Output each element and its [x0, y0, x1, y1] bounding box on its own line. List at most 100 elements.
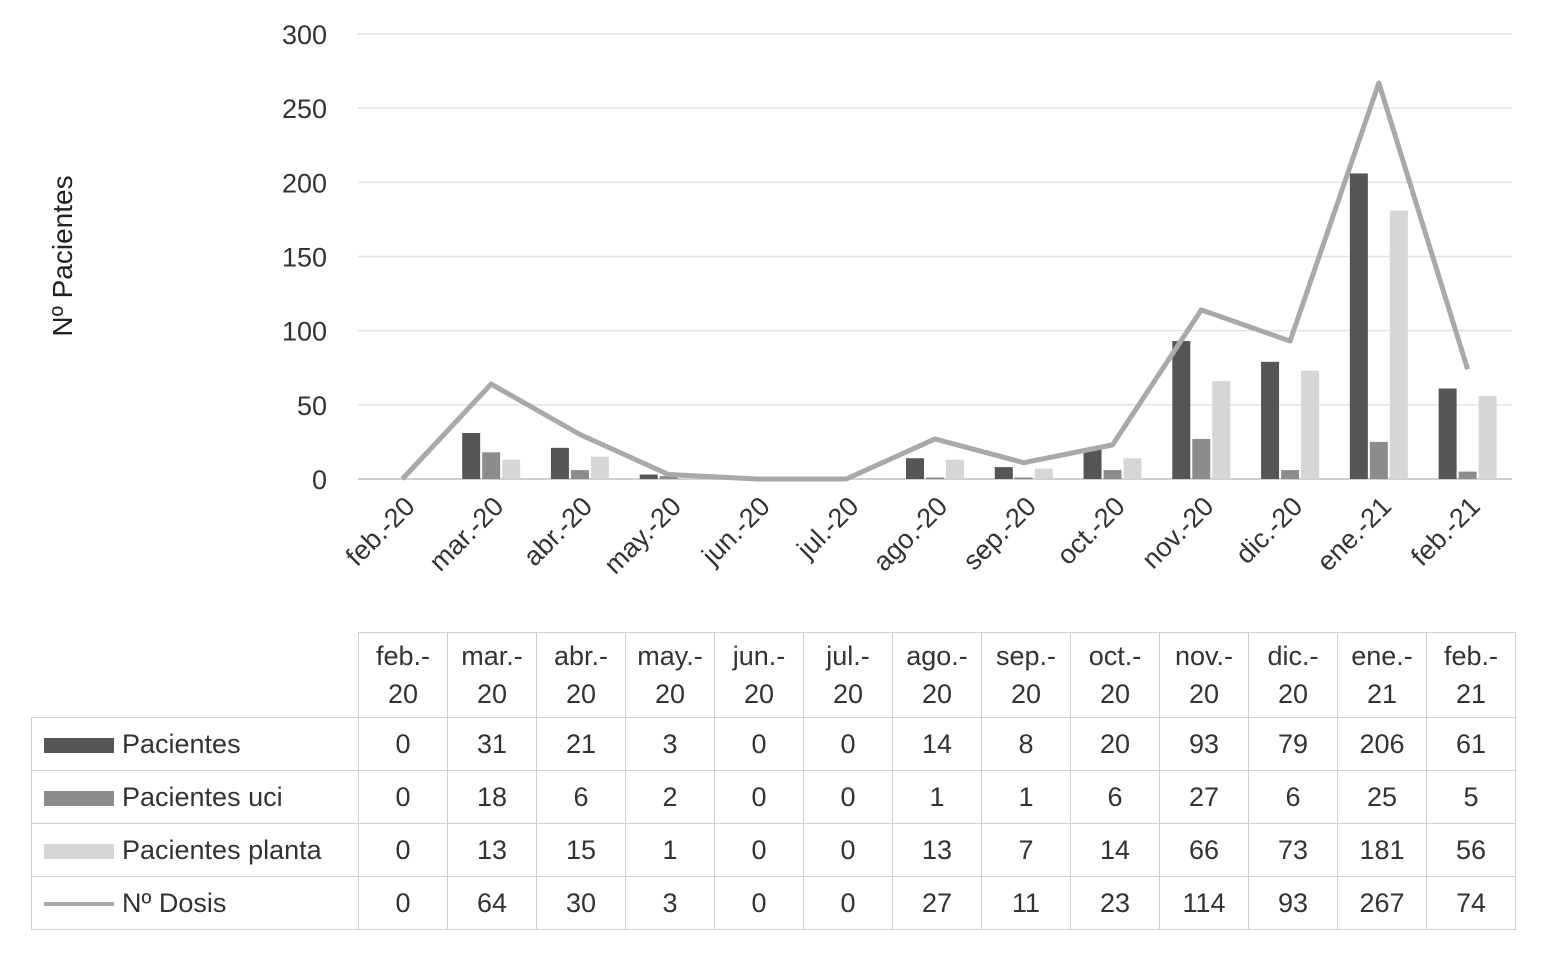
table-cell: 114 [1159, 876, 1249, 930]
bar [679, 477, 698, 479]
x-tick-label: jun.-20 [695, 491, 775, 571]
x-tick-label: may.-20 [598, 491, 687, 580]
table-cell: 31 [447, 717, 537, 771]
x-tick-label: ene.-21 [1311, 491, 1397, 577]
table-cell: 6 [536, 770, 626, 824]
table-cell: 64 [447, 876, 537, 930]
y-tick-label: 100 [282, 317, 327, 347]
table-cell: 27 [1159, 770, 1249, 824]
table-cell: 0 [803, 876, 893, 930]
table-row: Pacientes 0 31 21 3 0 0 14 8 20 93 79 206 61 [31, 717, 1516, 771]
bar [906, 458, 924, 479]
table-month-header: ene.- 21 [1337, 632, 1427, 718]
series-legend-cell: Pacientes planta [31, 823, 359, 877]
bar [1014, 477, 1033, 479]
x-axis-ticks: feb.-20 mar.-20 abr.-20 may.-20 jun.-20 jul.-… [340, 491, 1486, 580]
x-tick-label: abr.-20 [518, 491, 599, 572]
bar [1369, 441, 1388, 479]
table-corner [31, 632, 359, 718]
table-cell: 79 [1248, 717, 1338, 771]
bar [1261, 361, 1280, 479]
table-month-header: feb.- 21 [1426, 632, 1516, 718]
table-month-header: may.- 20 [625, 632, 715, 718]
series-legend-cell: Nº Dosis [31, 876, 359, 930]
table-cell: 1 [625, 823, 715, 877]
table-month-header: nov.- 20 [1159, 632, 1249, 718]
table-row: Nº Dosis 0 64 30 3 0 0 27 11 23 114 93 267 74 [31, 876, 1516, 930]
table-month-header: dic.- 20 [1248, 632, 1338, 718]
bar [639, 474, 658, 479]
table-cell: 0 [358, 876, 448, 930]
table-month-header: ago.- 20 [892, 632, 982, 718]
y-tick-label: 300 [282, 20, 327, 50]
table-cell: 23 [1070, 876, 1160, 930]
table-cell: 0 [358, 770, 448, 824]
table-month-header: sep.- 20 [981, 632, 1071, 718]
bar [1281, 470, 1300, 479]
bar [659, 476, 678, 479]
table-cell: 0 [803, 823, 893, 877]
dosis-line [400, 80, 1471, 482]
y-tick-label: 0 [312, 465, 327, 495]
table-cell: 73 [1248, 823, 1338, 877]
bar [926, 477, 944, 479]
table-cell: 15 [536, 823, 626, 877]
table-cell: 1 [892, 770, 982, 824]
bar [1123, 458, 1142, 479]
x-tick-label: feb.-21 [1405, 491, 1486, 572]
table-month-header: mar.- 20 [447, 632, 537, 718]
legend-label: Pacientes [122, 728, 241, 759]
table-cell: 6 [1248, 770, 1338, 824]
y-tick-label: 50 [297, 391, 327, 421]
table-cell: 27 [892, 876, 982, 930]
table-cell: 3 [625, 717, 715, 771]
table-cell: 30 [536, 876, 626, 930]
bar [1212, 381, 1231, 479]
grid-lines [358, 33, 1512, 480]
table-cell: 25 [1337, 770, 1427, 824]
x-tick-label: dic.-20 [1230, 491, 1309, 570]
table-cell: 0 [714, 876, 804, 930]
y-axis-ticks: 0 50 100 150 200 250 300 [282, 20, 327, 495]
table-cell: 93 [1248, 876, 1338, 930]
table-cell: 0 [714, 770, 804, 824]
legend-label: Pacientes planta [122, 834, 322, 865]
legend-label: Pacientes uci [122, 781, 283, 812]
table-cell: 14 [892, 717, 982, 771]
x-tick-label: jul.-20 [791, 491, 865, 565]
table-row: Pacientes planta 0 13 15 1 0 0 13 7 14 66 73 181 56 [31, 823, 1516, 877]
table-cell: 20 [1070, 717, 1160, 771]
table-cell: 0 [803, 770, 893, 824]
bar [1349, 173, 1368, 479]
table-cell: 1 [981, 770, 1071, 824]
legend-key [44, 902, 114, 907]
table-cell: 21 [536, 717, 626, 771]
x-tick-label: ago.-20 [867, 491, 953, 577]
table-body: Pacientes 0 31 21 3 0 0 14 8 20 93 79 206 61 Pacientes… [31, 717, 1516, 930]
table-cell: 2 [625, 770, 715, 824]
y-tick-label: 150 [282, 243, 327, 273]
table-row: Pacientes uci 0 18 6 2 0 0 1 1 6 27 6 25 5 [31, 770, 1516, 824]
x-tick-label: nov.-20 [1136, 491, 1219, 574]
table-cell: 8 [981, 717, 1071, 771]
bar [1172, 341, 1191, 479]
table-cell: 13 [892, 823, 982, 877]
bar [1192, 438, 1211, 479]
legend-key [44, 790, 114, 806]
bar [994, 467, 1013, 479]
bar [1083, 449, 1102, 479]
table-cell: 7 [981, 823, 1071, 877]
table-cell: 3 [625, 876, 715, 930]
table-month-header: jun.- 20 [714, 632, 804, 718]
table-cell: 0 [803, 717, 893, 771]
y-tick-label: 200 [282, 168, 327, 198]
x-tick-label: feb.-20 [340, 491, 421, 572]
bar [1458, 471, 1477, 479]
table-cell: 0 [358, 823, 448, 877]
table-cell: 0 [358, 717, 448, 771]
bar [502, 459, 521, 479]
x-tick-label: mar.-20 [423, 491, 509, 577]
table-cell: 18 [447, 770, 537, 824]
bar [462, 433, 481, 479]
